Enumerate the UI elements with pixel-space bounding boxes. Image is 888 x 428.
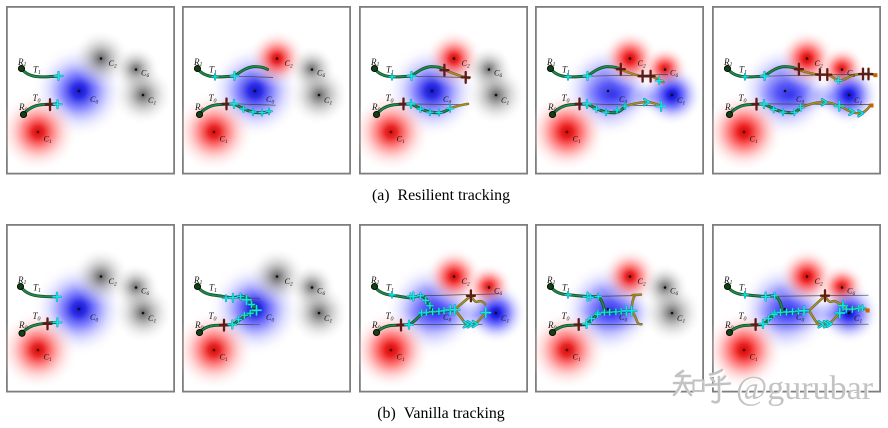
svg-text:T0: T0 [562, 311, 570, 322]
svg-text:C2: C2 [638, 59, 646, 69]
svg-text:C1: C1 [324, 96, 332, 106]
svg-text:T1: T1 [739, 283, 747, 294]
svg-text:C0: C0 [443, 313, 451, 323]
svg-text:T0: T0 [385, 93, 393, 104]
svg-text:C0: C0 [796, 313, 804, 323]
svg-text:C0: C0 [443, 95, 451, 105]
svg-text:R0: R0 [371, 320, 381, 331]
svg-text:C2: C2 [638, 277, 646, 287]
svg-text:R0: R0 [724, 102, 734, 113]
svg-text:R0: R0 [18, 320, 28, 331]
svg-text:R0: R0 [371, 102, 381, 113]
svg-text:C6: C6 [670, 69, 678, 79]
svg-text:R0: R0 [547, 320, 557, 331]
svg-text:T1: T1 [33, 65, 41, 76]
svg-text:R1: R1 [17, 275, 27, 286]
svg-text:C2: C2 [461, 277, 469, 287]
svg-text:R1: R1 [193, 57, 203, 68]
svg-text:C1: C1 [501, 314, 509, 324]
svg-text:@gurubar: @gurubar [736, 370, 874, 407]
svg-text:R1: R1 [193, 275, 203, 286]
svg-text:C1: C1 [396, 135, 404, 145]
svg-text:C0: C0 [619, 313, 627, 323]
svg-text:C2: C2 [108, 59, 116, 69]
svg-text:C1: C1 [324, 314, 332, 324]
svg-text:C1: C1 [573, 135, 581, 145]
svg-text:C1: C1 [220, 353, 228, 363]
svg-text:C0: C0 [266, 313, 274, 323]
svg-text:C6: C6 [317, 287, 325, 297]
svg-text:C1: C1 [749, 353, 757, 363]
svg-text:T0: T0 [738, 93, 746, 104]
svg-text:C1: C1 [220, 135, 228, 145]
svg-text:C6: C6 [494, 69, 502, 79]
svg-text:T0: T0 [738, 311, 746, 322]
svg-text:R0: R0 [18, 102, 28, 113]
svg-text:C0: C0 [90, 95, 98, 105]
svg-text:C6: C6 [141, 69, 149, 79]
svg-text:C1: C1 [43, 135, 51, 145]
svg-text:T1: T1 [739, 65, 747, 76]
svg-text:C1: C1 [854, 96, 862, 106]
svg-text:R1: R1 [723, 275, 733, 286]
svg-text:C6: C6 [670, 287, 678, 297]
svg-text:C2: C2 [814, 59, 822, 69]
svg-text:C0: C0 [266, 95, 274, 105]
svg-text:R0: R0 [547, 102, 557, 113]
svg-text:C2: C2 [108, 277, 116, 287]
svg-text:C1: C1 [396, 353, 404, 363]
svg-text:T1: T1 [209, 65, 217, 76]
svg-text:T1: T1 [562, 65, 570, 76]
svg-text:R1: R1 [546, 57, 556, 68]
svg-text:C1: C1 [749, 135, 757, 145]
svg-text:R1: R1 [17, 57, 27, 68]
svg-text:C6: C6 [317, 69, 325, 79]
svg-text:T1: T1 [386, 65, 394, 76]
svg-text:@gurubar: @gurubar [737, 371, 875, 408]
svg-text:C2: C2 [285, 59, 293, 69]
svg-text:T1: T1 [386, 283, 394, 294]
svg-text:C6: C6 [141, 287, 149, 297]
svg-text:T1: T1 [33, 283, 41, 294]
svg-text:R1: R1 [546, 275, 556, 286]
svg-text:C1: C1 [573, 353, 581, 363]
svg-text:C1: C1 [148, 314, 156, 324]
svg-text:T0: T0 [32, 311, 40, 322]
svg-text:C6: C6 [847, 287, 855, 297]
svg-text:T0: T0 [209, 93, 217, 104]
svg-text:C1: C1 [501, 96, 509, 106]
svg-text:C1: C1 [854, 314, 862, 324]
svg-text:T0: T0 [385, 311, 393, 322]
svg-text:T0: T0 [562, 93, 570, 104]
svg-text:R0: R0 [194, 102, 204, 113]
svg-text:C1: C1 [677, 96, 685, 106]
svg-text:C1: C1 [43, 353, 51, 363]
svg-text:C6: C6 [494, 287, 502, 297]
svg-text:R0: R0 [194, 320, 204, 331]
svg-text:C0: C0 [619, 95, 627, 105]
svg-text:C1: C1 [677, 314, 685, 324]
svg-text:C2: C2 [285, 277, 293, 287]
svg-text:C1: C1 [148, 96, 156, 106]
svg-text:C0: C0 [90, 313, 98, 323]
svg-text:C6: C6 [847, 69, 855, 79]
svg-text:T0: T0 [32, 93, 40, 104]
svg-text:T1: T1 [562, 283, 570, 294]
svg-text:R1: R1 [723, 57, 733, 68]
svg-text:C2: C2 [814, 277, 822, 287]
svg-text:T1: T1 [209, 283, 217, 294]
svg-text:T0: T0 [209, 311, 217, 322]
svg-text:R1: R1 [370, 275, 380, 286]
svg-text:R0: R0 [724, 320, 734, 331]
svg-text:C0: C0 [796, 95, 804, 105]
svg-text:R1: R1 [370, 57, 380, 68]
svg-text:C2: C2 [461, 59, 469, 69]
